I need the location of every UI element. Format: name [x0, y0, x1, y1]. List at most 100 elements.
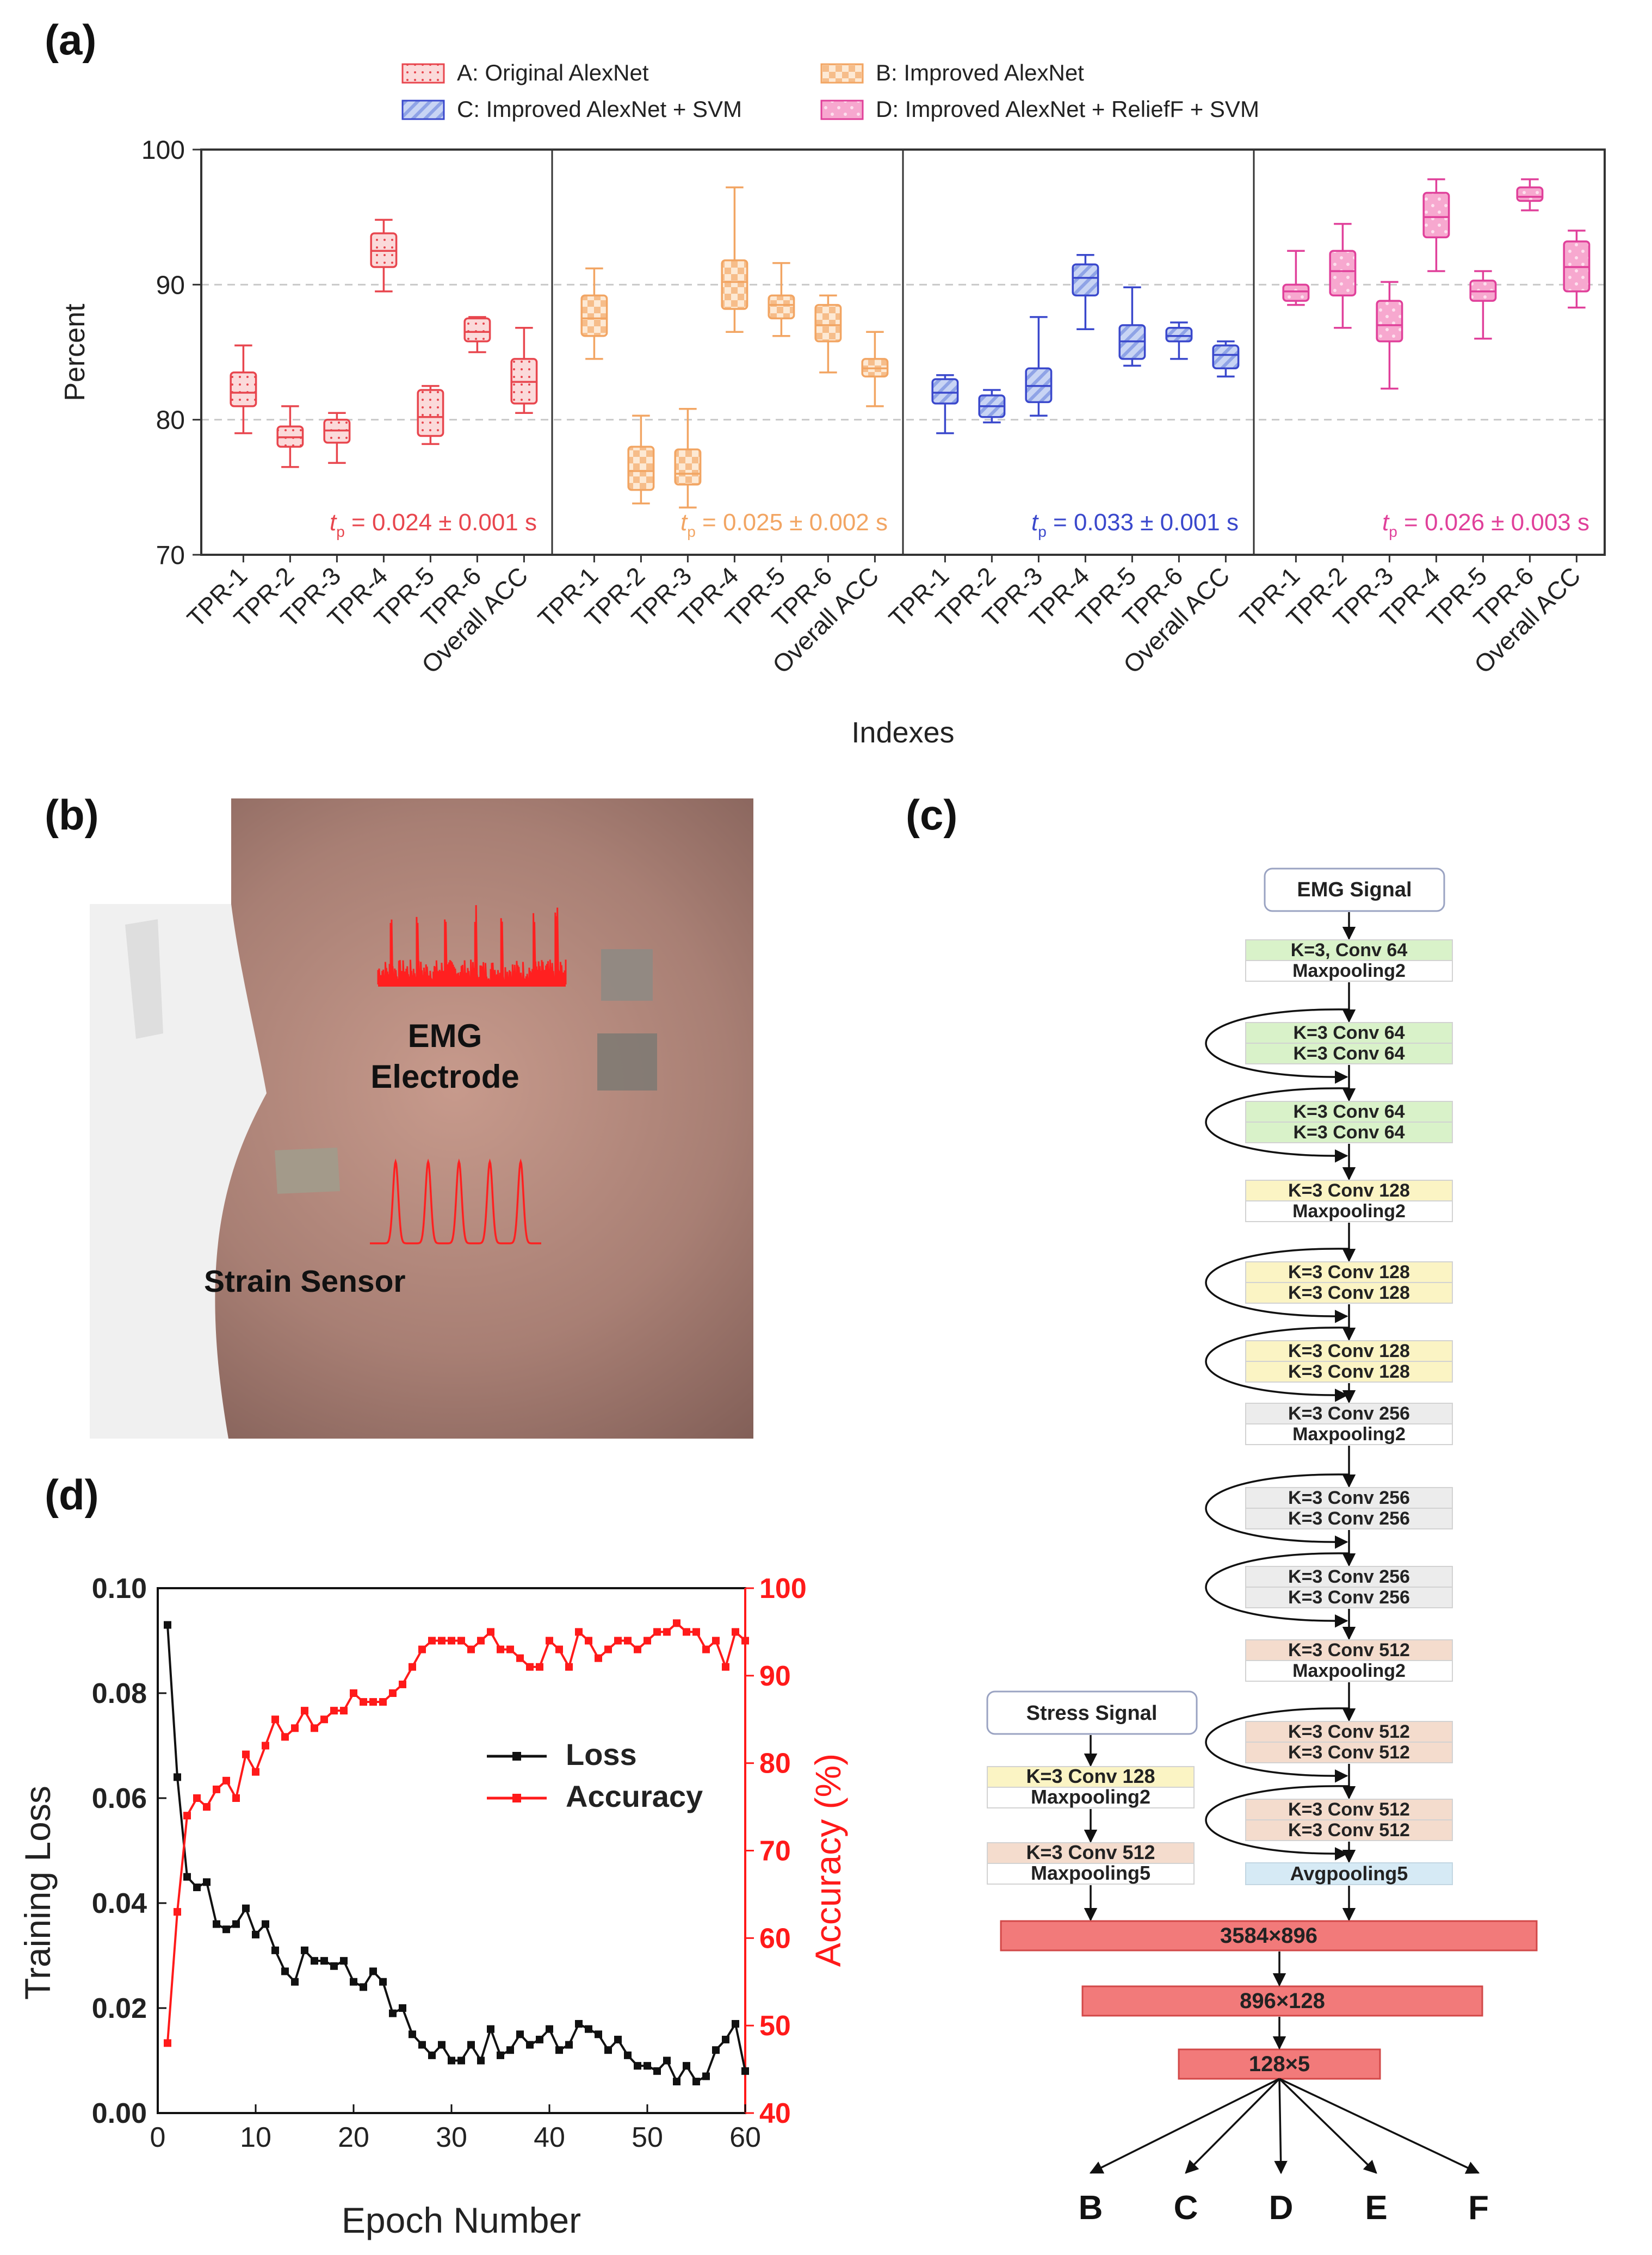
- data-point: [595, 1654, 602, 1662]
- data-point: [741, 1637, 749, 1645]
- svg-text:K=3 Conv 128: K=3 Conv 128: [1288, 1361, 1410, 1382]
- data-point: [448, 1637, 455, 1645]
- y-tick-label: 0.00: [92, 2098, 147, 2129]
- data-point: [360, 1983, 367, 1991]
- box-C-Overall ACC: [1212, 340, 1240, 377]
- box-A-TPR-3: [323, 412, 351, 464]
- data-point: [722, 1663, 729, 1671]
- data-point: [164, 2039, 171, 2047]
- chart-a-legend: A: Original AlexNet B: Improved AlexNet C:…: [401, 60, 1259, 122]
- svg-text:K=3, Conv 64: K=3, Conv 64: [1291, 940, 1408, 961]
- data-point: [673, 1619, 680, 1627]
- data-point: [555, 2046, 563, 2054]
- data-point: [232, 1794, 240, 1802]
- data-point: [634, 1645, 641, 1653]
- data-point: [291, 1724, 299, 1732]
- svg-text:K=3 Conv 512: K=3 Conv 512: [1288, 1721, 1410, 1742]
- x-tick-label: 20: [338, 2122, 369, 2153]
- output-class-E: E: [1365, 2189, 1387, 2227]
- data-point: [271, 1946, 279, 1954]
- data-point: [692, 2078, 700, 2086]
- data-point: [692, 1628, 700, 1636]
- svg-text:K=3 Conv 128: K=3 Conv 128: [1288, 1341, 1410, 1361]
- data-point: [389, 1689, 397, 1697]
- box-B-TPR-3: [674, 408, 702, 509]
- svg-text:Maxpooling2: Maxpooling2: [1292, 1424, 1406, 1445]
- fc-layer-label: 3584×896: [1220, 1924, 1317, 1948]
- timing-annotation: tp = 0.033 ± 0.001 s: [1031, 509, 1239, 540]
- svg-text:K=3 Conv 256: K=3 Conv 256: [1288, 1403, 1410, 1424]
- data-point: [712, 1637, 720, 1645]
- svg-text:K=3 Conv 256: K=3 Conv 256: [1288, 1566, 1410, 1587]
- box-D-TPR-4: [1422, 178, 1450, 272]
- data-point: [614, 2035, 622, 2043]
- data-point: [213, 1920, 220, 1928]
- conv-block-2: K=3 Conv 64K=3 Conv 64: [1245, 1022, 1453, 1064]
- series-loss: [164, 1621, 749, 2086]
- data-point: [360, 1698, 367, 1706]
- legend-label: B: Improved AlexNet: [876, 60, 1084, 85]
- chart-a-ylabel: Percent: [59, 303, 91, 401]
- data-point: [379, 1978, 387, 1986]
- panel-label-c: (c): [906, 791, 957, 839]
- data-point: [575, 1628, 583, 1636]
- data-point: [438, 1637, 446, 1645]
- svg-text:Maxpooling2: Maxpooling2: [1292, 1661, 1406, 1681]
- emg-signal-input-box: [1264, 868, 1445, 912]
- data-point: [732, 2019, 739, 2028]
- data-point: [213, 1785, 220, 1793]
- svg-text:K=3 Conv 512: K=3 Conv 512: [1288, 1640, 1410, 1661]
- residual-skip-arrow: [1205, 1087, 1350, 1163]
- data-point: [281, 1733, 289, 1741]
- residual-skip-arrow: [1205, 1248, 1350, 1323]
- fc-layer-1: [1000, 1920, 1538, 1952]
- data-point: [722, 2035, 729, 2043]
- legend-marker: [512, 1794, 521, 1802]
- data-point: [183, 1873, 191, 1881]
- output-class-F: F: [1468, 2189, 1489, 2227]
- data-point: [565, 1663, 573, 1671]
- data-point: [487, 2025, 494, 2033]
- y-tick-label: 90: [156, 271, 185, 300]
- svg-text:K=3 Conv 512: K=3 Conv 512: [1288, 1799, 1410, 1820]
- data-point: [516, 2030, 524, 2039]
- svg-text:Maxpooling2: Maxpooling2: [1292, 961, 1406, 981]
- data-point: [262, 1920, 269, 1928]
- svg-text:K=3 Conv 128: K=3 Conv 128: [1288, 1283, 1410, 1303]
- box-A-TPR-1: [230, 344, 257, 435]
- output-arrow: [1279, 2078, 1480, 2174]
- box-B-TPR-5: [768, 262, 795, 337]
- data-point: [291, 1978, 299, 1986]
- legend-swatch: [401, 100, 445, 120]
- data-point: [252, 1930, 259, 1938]
- data-point: [301, 1946, 308, 1954]
- data-point: [536, 2035, 543, 2043]
- data-point: [467, 2041, 475, 2049]
- neck-photo: [90, 798, 753, 1439]
- stress-signal-input-box: [986, 1690, 1198, 1735]
- residual-skip-arrow: [1205, 1552, 1350, 1628]
- conv-block-3: K=3 Conv 64K=3 Conv 64: [1245, 1101, 1453, 1143]
- data-point: [428, 2051, 436, 2059]
- y-tick-label: 100: [141, 136, 185, 165]
- data-point: [702, 2072, 710, 2080]
- data-point: [497, 1645, 504, 1653]
- chart-a-xlabel: Indexes: [851, 716, 954, 749]
- chart-a-annotations: tp = 0.024 ± 0.001 s tp = 0.025 ± 0.002 s…: [330, 509, 1589, 540]
- stress-signal-input-label: Stress Signal: [1026, 1702, 1158, 1725]
- data-point: [340, 1707, 348, 1715]
- svg-text:K=3 Conv 64: K=3 Conv 64: [1293, 1023, 1404, 1043]
- data-point: [634, 2062, 641, 2070]
- y2-tick-label: 70: [759, 1836, 791, 1867]
- data-point: [457, 2056, 465, 2065]
- data-point: [203, 1803, 211, 1811]
- y2-tick-label: 50: [759, 2010, 791, 2042]
- panel-label-a: (a): [45, 16, 96, 64]
- y-tick-label: 70: [156, 541, 185, 570]
